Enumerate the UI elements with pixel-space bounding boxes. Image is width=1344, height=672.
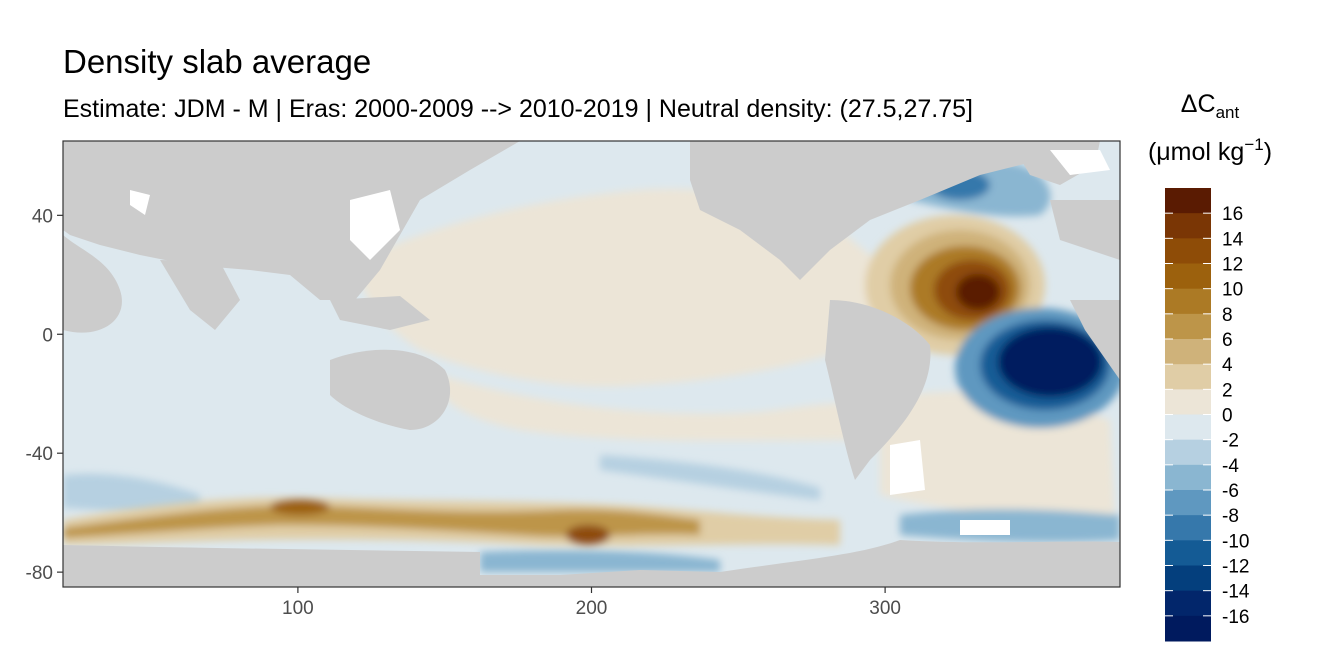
legend-color-swatch bbox=[1165, 414, 1211, 441]
legend-color-swatch bbox=[1165, 439, 1211, 466]
land-west-africa bbox=[1070, 300, 1120, 380]
legend-label: 6 bbox=[1222, 330, 1233, 351]
legend-label: 2 bbox=[1222, 380, 1233, 401]
legend-title-main: ΔC bbox=[1181, 90, 1216, 118]
missing-data bbox=[130, 150, 1110, 535]
legend-label: 16 bbox=[1222, 204, 1243, 225]
na-positive-core bbox=[956, 274, 1000, 310]
y-tick-label: 0 bbox=[42, 325, 53, 346]
legend-label: 4 bbox=[1222, 355, 1233, 376]
land-africa bbox=[63, 235, 122, 333]
legend-label: 8 bbox=[1222, 305, 1233, 326]
y-axis: 40 0 -40 -80 bbox=[26, 206, 63, 584]
legend-colorbar bbox=[1165, 188, 1211, 642]
legend-label: -6 bbox=[1222, 481, 1239, 502]
legend-color-swatch bbox=[1165, 288, 1211, 315]
x-tick-label: 200 bbox=[576, 598, 608, 619]
legend-color-swatch bbox=[1165, 590, 1211, 617]
legend-unit-close: ) bbox=[1264, 138, 1272, 166]
x-axis: 100 200 300 bbox=[282, 587, 901, 619]
x-tick-label: 100 bbox=[282, 598, 314, 619]
legend-label: 12 bbox=[1222, 255, 1243, 276]
land-australia bbox=[330, 349, 451, 430]
legend-color-swatch bbox=[1165, 389, 1211, 415]
south-pacific-positive bbox=[438, 375, 880, 441]
chart-title: Density slab average bbox=[63, 43, 371, 80]
legend-label: -4 bbox=[1222, 456, 1239, 477]
legend-label: -10 bbox=[1222, 531, 1249, 552]
legend-color-swatch bbox=[1165, 490, 1211, 516]
land-north-america bbox=[690, 141, 1070, 280]
legend-label: 10 bbox=[1222, 280, 1243, 301]
land-south-asia bbox=[160, 260, 240, 330]
legend-color-swatch bbox=[1165, 213, 1211, 239]
so-pacific-negative bbox=[600, 455, 820, 500]
legend-label: -16 bbox=[1222, 607, 1249, 628]
x-tick-label: 300 bbox=[869, 598, 901, 619]
ea-negative-core bbox=[998, 327, 1102, 397]
legend-labels: 16 14 12 10 8 6 4 2 0 -2 -4 -6 -8 -10 -12 -14 -16 bbox=[1222, 204, 1250, 628]
y-tick-label: 40 bbox=[32, 206, 53, 227]
land-antarctica bbox=[63, 540, 1120, 587]
antarctic-margin-negative bbox=[480, 550, 720, 572]
legend-unit: (μmol kg−1) bbox=[1148, 135, 1272, 166]
legend-color-swatch bbox=[1165, 238, 1211, 264]
legend-label: -12 bbox=[1222, 557, 1249, 578]
legend-label: 0 bbox=[1222, 406, 1233, 427]
y-tick-label: -40 bbox=[26, 444, 53, 465]
legend-color-swatch bbox=[1165, 263, 1211, 290]
land-south-america bbox=[825, 300, 931, 480]
legend-label: -2 bbox=[1222, 431, 1239, 452]
legend: ΔCant (μmol kg−1) 16 14 12 10 8 6 4 2 0 -2 -4 -6 -8 -… bbox=[1148, 90, 1272, 642]
legend-title-sub: ant bbox=[1216, 103, 1240, 122]
land-eurasia bbox=[63, 141, 520, 300]
legend-color-swatch bbox=[1165, 339, 1211, 365]
legend-color-swatch bbox=[1165, 540, 1211, 566]
legend-color-swatch bbox=[1165, 188, 1211, 214]
legend-label: -14 bbox=[1222, 582, 1250, 603]
legend-color-swatch bbox=[1165, 313, 1211, 340]
legend-label: 14 bbox=[1222, 229, 1244, 250]
legend-color-swatch bbox=[1165, 364, 1211, 390]
legend-unit-open: (μmol kg bbox=[1148, 138, 1244, 166]
legend-title: ΔCant bbox=[1181, 90, 1240, 122]
legend-label: -8 bbox=[1222, 506, 1239, 527]
chart-subtitle: Estimate: JDM - M | Eras: 2000-2009 --> … bbox=[63, 95, 973, 123]
southern-positive-band bbox=[63, 497, 840, 546]
legend-color-swatch bbox=[1165, 515, 1211, 541]
legend-unit-sup: −1 bbox=[1244, 135, 1263, 154]
anomaly-field bbox=[63, 160, 1120, 572]
legend-color-swatch bbox=[1165, 464, 1211, 491]
legend-color-swatch bbox=[1165, 565, 1211, 592]
y-tick-label: -80 bbox=[26, 563, 53, 584]
legend-color-swatch bbox=[1165, 615, 1211, 642]
land-maritime bbox=[330, 296, 430, 330]
map-panel bbox=[63, 141, 1120, 587]
land-europe bbox=[1050, 200, 1120, 260]
